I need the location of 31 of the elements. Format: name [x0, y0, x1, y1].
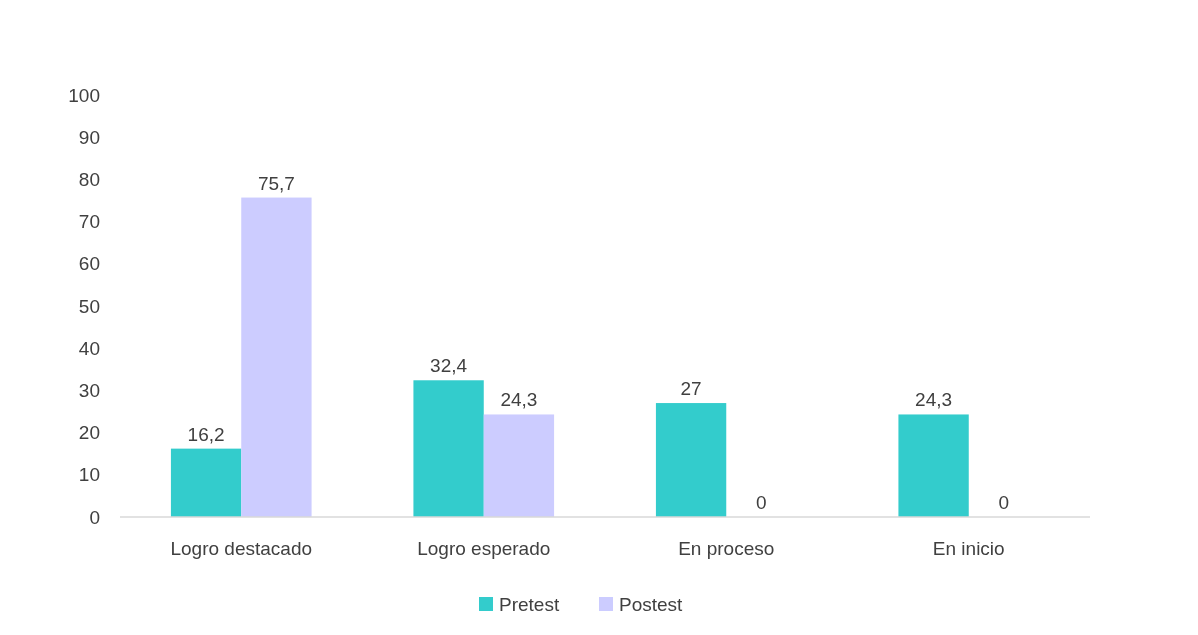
y-tick-label: 90: [78, 126, 100, 148]
legend-label: Postest: [619, 593, 684, 615]
data-label: 0: [756, 492, 767, 513]
y-tick-label: 40: [78, 337, 100, 359]
bar: [241, 197, 312, 517]
bar: [483, 414, 555, 517]
x-tick-label: Logro esperado: [417, 538, 551, 559]
y-tick-label: 10: [78, 464, 100, 486]
data-label: 0: [998, 492, 1010, 513]
legend-label: Pretest: [499, 593, 560, 615]
bar: [170, 448, 242, 517]
data-label: 75,7: [257, 172, 295, 194]
bar: [898, 414, 969, 517]
data-label: 27: [680, 378, 702, 400]
bar: [413, 380, 484, 517]
data-label: 24,3: [500, 389, 538, 411]
x-tick-label: Logro destacado: [170, 538, 313, 559]
y-tick-label: 80: [78, 169, 100, 191]
y-tick-label: 100: [68, 84, 100, 106]
x-tick-label: En inicio: [932, 538, 1005, 559]
data-label: 16,2: [187, 423, 225, 445]
data-label: 32,4: [430, 355, 468, 377]
y-tick-label: 30: [78, 380, 100, 402]
y-tick-label: 50: [78, 295, 100, 317]
y-tick-label: 60: [78, 253, 100, 275]
y-tick-label: 20: [78, 422, 100, 444]
x-tick-label: En proceso: [678, 538, 775, 559]
y-tick-label: 70: [78, 211, 100, 233]
data-label: 24,3: [915, 389, 953, 411]
y-tick-label: 0: [89, 506, 100, 528]
bar: [655, 403, 727, 517]
